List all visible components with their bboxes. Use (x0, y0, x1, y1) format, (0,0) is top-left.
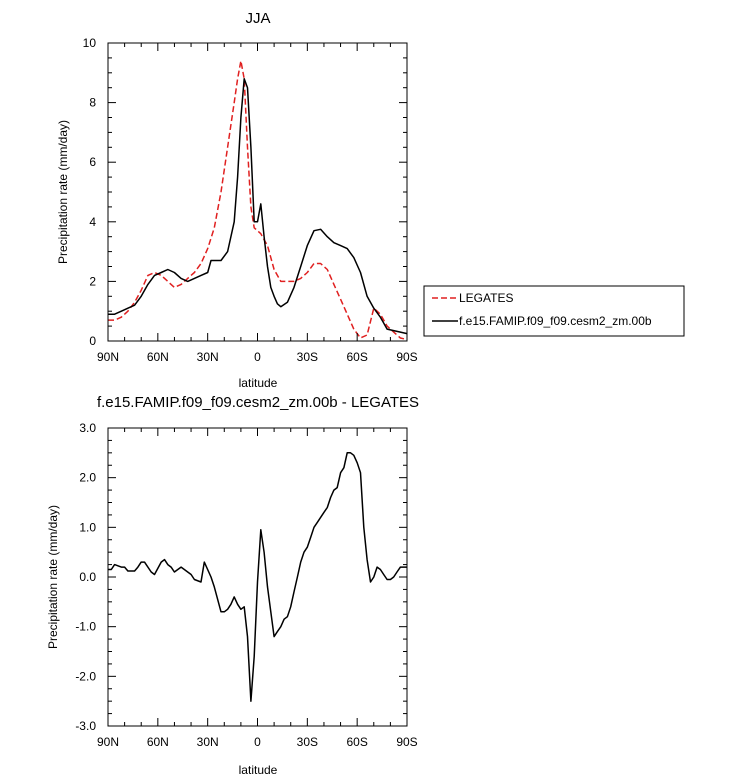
x-tick-label-top: 90S (396, 350, 417, 364)
x-tick-label-bottom: 30S (297, 735, 318, 749)
y-tick-label-bottom: 0.0 (79, 570, 96, 584)
y-axis-label-top: Precipitation rate (mm/day) (56, 120, 70, 264)
x-tick-label-bottom: 30N (197, 735, 219, 749)
x-tick-label-top: 30N (197, 350, 219, 364)
y-tick-label-bottom: 1.0 (79, 520, 96, 534)
chart-title-bottom: f.e15.FAMIP.f09_f09.cesm2_zm.00b - LEGAT… (97, 394, 419, 411)
x-tick-label-bottom: 60S (346, 735, 367, 749)
y-tick-label-bottom: 3.0 (79, 421, 96, 435)
series-line-top-1 (108, 78, 408, 335)
plot-frame-top (107, 42, 408, 342)
legend-box (423, 285, 685, 337)
x-tick-label-top: 0 (254, 350, 261, 364)
chart-title-top: JJA (245, 10, 270, 27)
legend: LEGATES f.e15.FAMIP.f09_f09.cesm2_zm.00b (423, 285, 685, 337)
y-tick-label-bottom: 2.0 (79, 471, 96, 485)
x-tick-label-bottom: 0 (254, 735, 261, 749)
y-tick-label-top: 0 (89, 334, 96, 348)
y-axis-label-bottom: Precipitation rate (mm/day) (46, 505, 60, 649)
x-tick-label-bottom: 90N (97, 735, 119, 749)
y-tick-label-bottom: -1.0 (75, 620, 96, 634)
y-tick-label-top: 10 (83, 36, 97, 50)
series-group-top (108, 60, 408, 341)
series-group-bottom (108, 452, 407, 702)
x-tick-label-top: 30S (297, 350, 318, 364)
y-tick-label-top: 2 (89, 274, 96, 288)
y-tick-label-top: 8 (89, 96, 96, 110)
x-axis-label-bottom: latitude (239, 763, 278, 777)
series-line-top-0 (108, 60, 408, 341)
y-tick-label-bottom: -2.0 (75, 669, 96, 683)
x-tick-label-bottom: 90S (396, 735, 417, 749)
legend-entry-legates: LEGATES (459, 291, 513, 305)
x-tick-label-bottom: 60N (147, 735, 169, 749)
y-tick-label-top: 4 (89, 215, 96, 229)
y-tick-label-top: 6 (89, 155, 96, 169)
x-axis-label-top: latitude (239, 376, 278, 390)
legend-entry-model: f.e15.FAMIP.f09_f09.cesm2_zm.00b (459, 314, 652, 328)
x-tick-label-top: 60N (147, 350, 169, 364)
series-line-bottom-0 (108, 452, 407, 702)
y-tick-label-bottom: -3.0 (75, 719, 96, 733)
x-tick-label-top: 60S (346, 350, 367, 364)
bottom-panel: f.e15.FAMIP.f09_f09.cesm2_zm.00b - LEGAT… (46, 394, 419, 777)
x-tick-label-top: 90N (97, 350, 119, 364)
